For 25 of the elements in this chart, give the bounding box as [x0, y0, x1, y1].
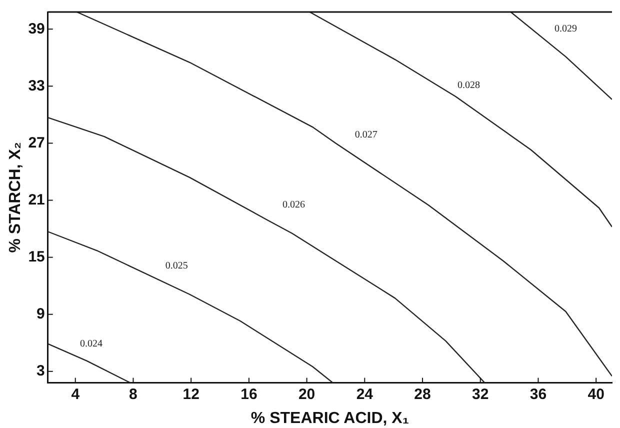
y-tick-label: 9 — [36, 305, 45, 322]
annotation: 0.024 — [80, 338, 103, 350]
y-tick-label: 21 — [28, 191, 45, 208]
x-tick-label: 20 — [298, 386, 316, 403]
y-tick-label: 33 — [28, 77, 45, 94]
y-tick-label: 27 — [28, 134, 45, 152]
x-tick-label: 4 — [71, 386, 80, 403]
x-tick-label: 24 — [356, 386, 374, 403]
x-tick-label: 28 — [414, 386, 431, 403]
annotation: 0.026 — [282, 200, 306, 211]
y-tick-label: 3 — [36, 362, 45, 380]
x-tick-label: 40 — [588, 386, 604, 403]
y-tick-label: 15 — [28, 248, 45, 266]
annotation: 0.025 — [165, 260, 188, 272]
x-axis-title: % STEARIC ACID, X₁ — [250, 410, 410, 427]
annotation: 0.027 — [354, 129, 378, 140]
x-tick-label: 12 — [182, 386, 200, 403]
y-axis-title: % STARCH, X₂ — [7, 142, 24, 253]
y-tick-label: 39 — [28, 20, 45, 38]
x-tick-label: 32 — [472, 386, 489, 403]
x-tick-label: 36 — [530, 386, 547, 403]
annotation: 0.028 — [458, 80, 480, 91]
x-tick-label: 8 — [129, 386, 138, 403]
annotation: 0.029 — [554, 24, 577, 35]
x-tick-label: 16 — [240, 386, 258, 403]
